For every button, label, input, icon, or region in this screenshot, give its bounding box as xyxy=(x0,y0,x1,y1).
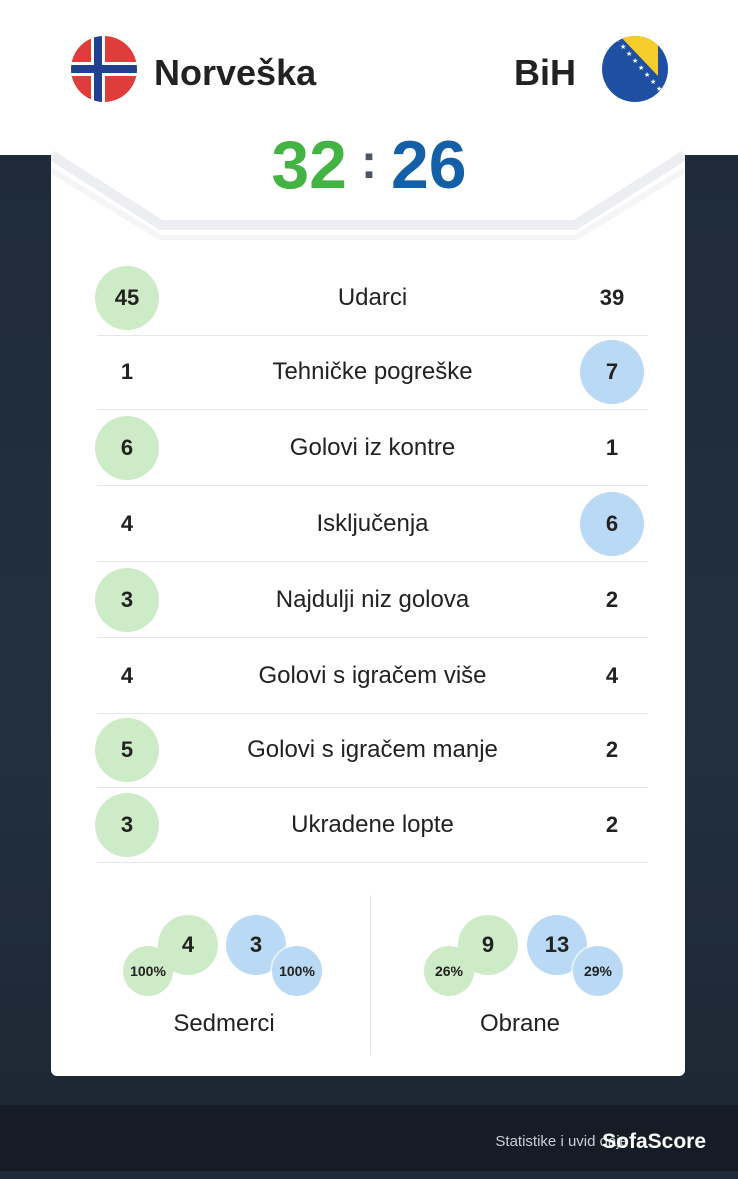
footer: Statistike i uvid daje SofaScore xyxy=(0,1105,738,1171)
stat-label: Tehničke pogreške xyxy=(272,358,473,385)
stat-row-ukradene-lopte: 3 Ukradene lopte 2 xyxy=(95,788,648,863)
home-stat-value: 45 xyxy=(95,266,159,330)
stat-label: Isključenja xyxy=(316,510,429,537)
stat-row-udarci: 45 Udarci 39 xyxy=(95,261,648,336)
norway-flag-icon xyxy=(71,36,137,102)
home-stat-value: 1 xyxy=(120,359,134,384)
svg-text:★: ★ xyxy=(632,57,638,65)
stat-row-golovi-iz-kontre: 6 Golovi iz kontre 1 xyxy=(95,411,648,486)
obrane-home-value: 9 xyxy=(458,915,518,975)
home-stat-value: 3 xyxy=(95,568,159,632)
svg-text:★: ★ xyxy=(644,71,650,79)
svg-text:★: ★ xyxy=(614,36,620,44)
stat-row-iskljucenja: 4 Isključenja 6 xyxy=(97,487,648,562)
stat-label: Ukradene lopte xyxy=(291,811,454,838)
svg-text:★: ★ xyxy=(650,78,656,86)
obrane-label: Obrane xyxy=(479,1010,561,1037)
away-stat-value: 7 xyxy=(580,340,644,404)
away-team-name: BiH xyxy=(514,52,576,93)
away-score: 26 xyxy=(390,127,467,203)
sofascore-logo: SofaScore xyxy=(602,1130,706,1153)
svg-text:★: ★ xyxy=(620,43,626,51)
away-stat-value: 4 xyxy=(605,663,619,688)
stat-label: Golovi s igračem više xyxy=(258,662,487,689)
match-score: 32:26 xyxy=(0,125,738,213)
bosnia-flag-icon: ★ ★ ★ ★ ★ ★ ★ ★ xyxy=(602,36,668,102)
home-team-name: Norveška xyxy=(154,52,317,93)
stat-row-tehnicke-pogreske: 1 Tehničke pogreške 7 xyxy=(97,335,648,410)
stat-label: Golovi s igračem manje xyxy=(247,736,498,763)
stat-row-golovi-s-igracem-manje: 5 Golovi s igračem manje 2 xyxy=(95,713,648,788)
away-stat-value: 1 xyxy=(605,435,619,460)
away-stat-value: 2 xyxy=(605,812,619,837)
svg-text:★: ★ xyxy=(638,64,644,72)
svg-text:★: ★ xyxy=(656,85,662,93)
stat-label: Udarci xyxy=(337,284,408,311)
stat-row-golovi-s-igracem-vise: 4 Golovi s igračem više 4 xyxy=(97,639,648,714)
card-chevron-decoration xyxy=(51,150,685,240)
home-stat-value: 5 xyxy=(95,718,159,782)
home-stat-value: 4 xyxy=(120,663,134,688)
footer-credit: Statistike i uvid daje xyxy=(495,1133,628,1150)
away-stat-value: 2 xyxy=(605,737,619,762)
svg-text:★: ★ xyxy=(626,50,632,58)
away-stat-value: 39 xyxy=(599,285,625,310)
stat-label: Golovi iz kontre xyxy=(289,434,456,461)
away-stat-value: 2 xyxy=(605,587,619,612)
divider xyxy=(370,895,371,1055)
sedmerci-home-value: 4 xyxy=(158,915,218,975)
away-stat-value: 6 xyxy=(580,492,644,556)
sedmerci-label: Sedmerci xyxy=(173,1010,275,1037)
home-stat-value: 3 xyxy=(95,793,159,857)
sedmerci-away-pct: 100% xyxy=(272,946,322,996)
stat-label: Najdulji niz golova xyxy=(275,586,470,613)
obrane-away-pct: 29% xyxy=(573,946,623,996)
score-separator: : xyxy=(361,136,377,189)
stat-row-najdulji-niz-golova: 3 Najdulji niz golova 2 xyxy=(95,563,648,638)
home-score: 32 xyxy=(271,127,347,203)
obrane-home-pct: 26% xyxy=(424,946,474,996)
home-stat-value: 4 xyxy=(120,511,134,536)
home-stat-value: 6 xyxy=(95,416,159,480)
